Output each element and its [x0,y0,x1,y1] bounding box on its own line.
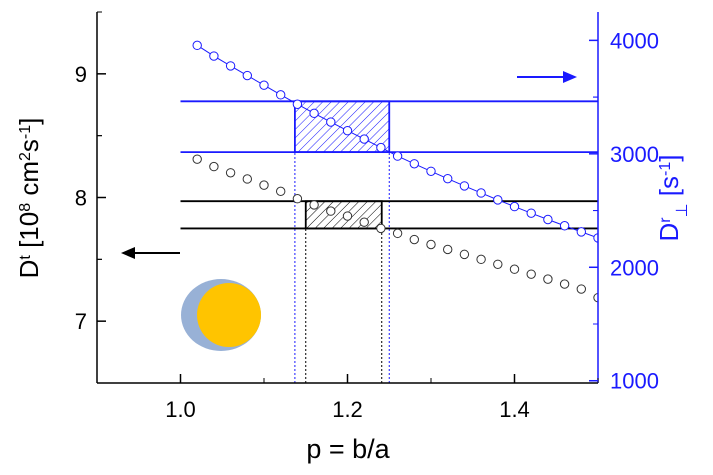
y-tick-label: 9 [75,62,87,87]
label-part: D [14,260,44,279]
data-point [493,259,503,269]
label-part: ] [654,155,684,162]
data-point [342,125,353,136]
data-point [509,201,520,212]
y2-tick-label: 4000 [610,28,659,53]
y2-tick-label: 3000 [610,142,659,167]
data-point [359,134,369,144]
label-subscript: ⊥ [674,203,691,217]
data-point [225,168,236,178]
data-point [209,161,219,172]
y2-tick-label: 2000 [610,255,659,280]
data-point [559,279,570,289]
label-part: [s [654,176,684,203]
x-axis-label: p = b/a [306,434,390,464]
y2-tick-label: 1000 [610,369,659,394]
data-point [392,228,403,239]
data-point [443,173,453,184]
data-point [526,269,536,279]
data-point [459,249,470,260]
data-point [326,206,336,216]
label-superscript: 2 [17,152,34,161]
data-point [192,154,202,164]
label-superscript: t [17,255,34,260]
data-point [409,234,419,245]
label-part: D [654,223,684,242]
data-point [493,195,503,205]
data-point [276,186,286,197]
plot-area [180,40,598,383]
data-point [459,181,470,191]
data-point [242,70,253,81]
y-axis-label: Dt [108 cm2s-1] [14,118,44,279]
series-line [196,44,598,239]
label-superscript: -1 [657,162,674,176]
label-part: ] [14,118,44,125]
y2-axis-label: Dr⊥ [s-1] [654,155,691,242]
data-point [242,174,253,184]
label-superscript: -1 [17,125,34,139]
data-point [409,159,419,169]
data-point [292,99,303,109]
data-point [376,223,386,234]
data-point [426,166,436,176]
data-point [326,117,336,127]
x-tick-label: 1.4 [499,397,530,422]
data-point [359,217,369,227]
label-part: s [14,139,44,152]
data-point [342,211,353,221]
data-point [526,208,536,218]
x-tick-label: 1.2 [332,397,363,422]
data-point [259,180,269,190]
left-arrow [121,247,180,259]
ellipsoid-icon [181,279,261,351]
y-tick-label: 7 [75,309,87,334]
data-point [543,274,553,284]
data-point [559,221,570,231]
data-point [276,90,286,100]
data-point [309,108,319,119]
data-point [392,151,403,161]
y-tick-label: 8 [75,186,87,211]
label-superscript: r [657,217,674,223]
right-arrow [517,71,577,83]
data-point [426,239,436,250]
label-superscript: 8 [17,203,34,212]
data-point [476,254,486,265]
data-point [476,188,486,198]
data-point [443,244,453,255]
data-point [192,40,202,51]
data-point [576,227,586,237]
data-point [209,51,219,61]
data-point [292,194,303,204]
data-point [543,214,553,225]
data-point [225,61,236,71]
data-point [309,200,319,210]
data-point [576,284,586,294]
data-point [509,264,520,274]
x-tick-label: 1.0 [165,397,196,422]
data-point [259,80,269,90]
label-part: cm [14,161,44,203]
label-part: [10 [14,212,44,255]
data-point [376,142,386,153]
